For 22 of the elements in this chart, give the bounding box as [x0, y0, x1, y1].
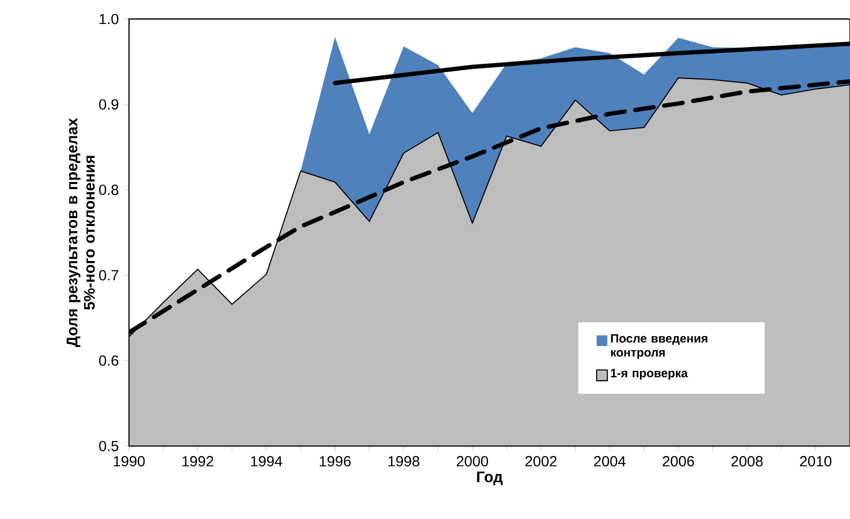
y-tick-label: 0.8 — [99, 184, 118, 195]
x-tick-label: 1996 — [320, 456, 351, 466]
x-tick-label: 2008 — [731, 456, 763, 466]
y-tick-label: 0.6 — [99, 355, 118, 366]
x-tick-label: 2006 — [662, 456, 694, 466]
legend-label: После введения контроля — [611, 334, 708, 360]
line-series — [332, 42, 850, 86]
x-tick-label: 1992 — [182, 456, 214, 466]
y-tick-label: 0.9 — [99, 99, 118, 110]
y-tick-label: 0.7 — [99, 270, 118, 280]
x-axis-title: Год — [477, 472, 503, 486]
x-tick-label: 1990 — [114, 456, 145, 466]
y-axis-title: Доля результатов в пределах 5%-ного отклонения — [66, 118, 95, 347]
y-tick-label: 1.0 — [100, 14, 118, 24]
y-tick-label: 0.5 — [99, 440, 118, 452]
x-tick-label: 2002 — [525, 456, 557, 466]
x-tick-label: 2004 — [594, 456, 626, 466]
x-tick-label: 2000 — [456, 456, 488, 466]
x-tick-label: 1998 — [388, 456, 420, 466]
x-tick-label: 2010 — [800, 456, 832, 466]
x-tick-label: 1994 — [251, 456, 282, 466]
series-label: 1-я проверка — [611, 368, 688, 380]
